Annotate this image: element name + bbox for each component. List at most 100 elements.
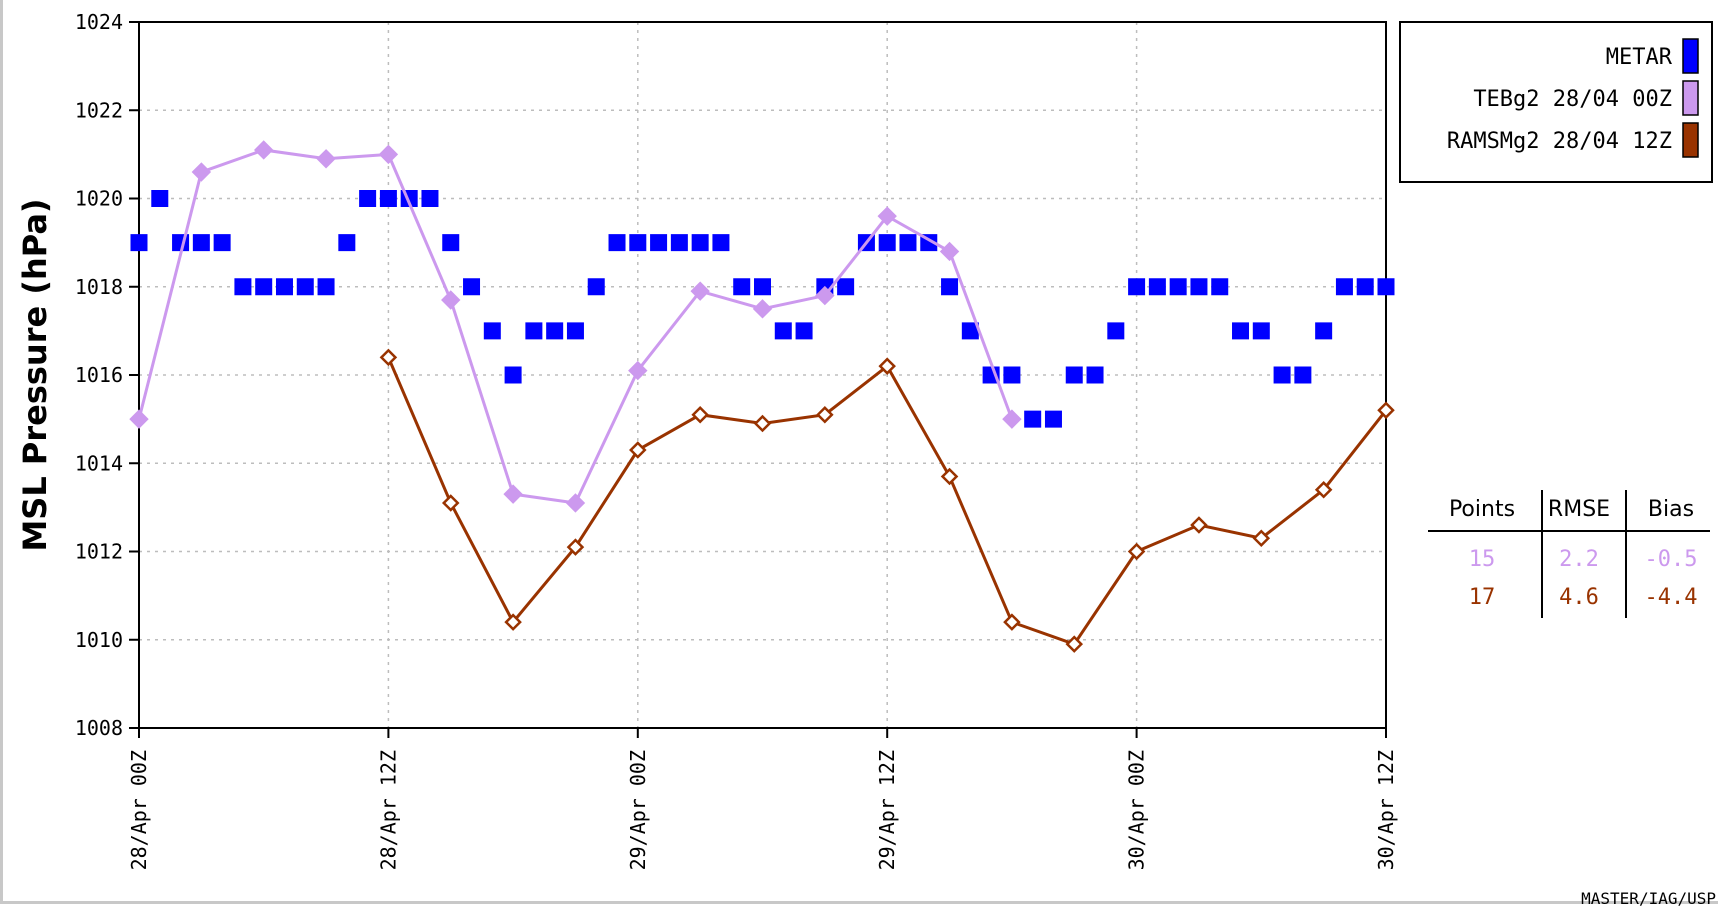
series-0 [130, 190, 1395, 428]
x-tick-label: 29/Apr 00Z [626, 750, 650, 870]
teb-point [1002, 409, 1022, 429]
metar-point [275, 278, 293, 296]
series-layer [129, 140, 1395, 653]
x-tick-label: 29/Apr 12Z [875, 750, 899, 870]
metar-point [192, 234, 210, 252]
rams-point [504, 613, 522, 631]
metar-point [359, 190, 377, 207]
metar-point [234, 278, 252, 296]
metar-point [442, 234, 460, 252]
x-tick-label: 28/Apr 12Z [376, 750, 400, 870]
series-1 [129, 140, 1022, 513]
metar-point [566, 322, 584, 340]
rams-point [379, 348, 398, 367]
legend-box [1399, 21, 1713, 183]
metar-point [712, 234, 730, 252]
metar-point [1211, 278, 1229, 296]
y-tick-label: 1024 [75, 10, 123, 34]
legend: METAR TEBg2 28/04 00Z RAMSMg2 28/04 12Z [1399, 21, 1713, 183]
metar-point [878, 234, 896, 252]
rams-point [940, 467, 959, 486]
stats-cell-bias: -4.4 [1645, 585, 1698, 610]
grid-layer [139, 22, 1386, 728]
metar-point [421, 190, 439, 207]
stats-cell-rmse: 2.2 [1559, 547, 1599, 572]
teb-point [690, 281, 710, 301]
metar-point [296, 278, 314, 296]
rams-point [1314, 480, 1333, 499]
teb-point [441, 290, 461, 310]
rams-point [1065, 635, 1084, 653]
stats-header: RMSE [1548, 497, 1610, 522]
metar-point [1232, 322, 1250, 340]
axes-layer: 1008 1010 1012 1014 1016 1018 1020 1022 1024 28/A… [16, 10, 1398, 870]
metar-point [691, 234, 709, 252]
metar-point [1086, 366, 1104, 384]
metar-point [130, 234, 148, 252]
x-tick-label: 30/Apr 00Z [1125, 750, 1149, 870]
metar-point [629, 234, 647, 252]
metar-point [255, 278, 273, 296]
metar-point [1273, 366, 1291, 384]
y-tick-label: 1012 [75, 540, 123, 564]
metar-point [1148, 278, 1166, 296]
teb-point [503, 484, 523, 504]
metar-point [961, 322, 979, 340]
rams-point [753, 414, 772, 433]
legend-swatch [1682, 38, 1699, 74]
rams-point [816, 405, 834, 424]
stats-table: Points RMSE Bias 15 2.2 -0.5 17 4.6 -4.4 [1428, 490, 1710, 618]
teb-point [877, 206, 897, 226]
x-tick-label: 30/Apr 12Z [1374, 750, 1398, 870]
y-tick-label: 1014 [75, 451, 123, 475]
rams-point [1377, 401, 1395, 420]
teb-point [253, 140, 274, 160]
rams-point [691, 405, 709, 424]
metar-point [1107, 322, 1125, 340]
metar-point [1377, 278, 1395, 296]
metar-point [1294, 366, 1312, 384]
stats-cell-points: 15 [1469, 547, 1496, 572]
credit-label: MASTER/IAG/USP [1581, 889, 1716, 908]
rams-point [878, 357, 896, 375]
rams-point [1252, 529, 1271, 548]
teb-point [628, 360, 648, 381]
teb-point [815, 285, 835, 306]
stats-cell-points: 17 [1469, 585, 1496, 610]
teb-point [129, 409, 149, 429]
rams-point [441, 494, 460, 512]
stats-cell-bias: -0.5 [1645, 547, 1698, 572]
metar-point [587, 278, 605, 296]
metar-point [1315, 322, 1333, 340]
metar-point [774, 322, 792, 340]
x-tick-label: 28/Apr 00Z [127, 750, 151, 870]
rams-point [1127, 542, 1146, 561]
metar-point [1335, 278, 1353, 296]
metar-point [1356, 278, 1374, 296]
rams-point [629, 441, 647, 459]
y-axis-label: MSL Pressure (hPa) [16, 198, 54, 551]
stats-cell-rmse: 4.6 [1559, 585, 1599, 610]
metar-point [837, 278, 855, 296]
metar-point [608, 234, 626, 252]
teb-point [752, 299, 773, 319]
y-tick-label: 1016 [75, 363, 123, 387]
metar-point [1252, 322, 1270, 340]
metar-point [754, 278, 771, 296]
metar-point [504, 366, 522, 384]
metar-point [483, 322, 501, 340]
series-2 [379, 348, 1395, 653]
legend-label: METAR [1606, 45, 1673, 70]
metar-point [899, 234, 917, 252]
stats-header: Points [1449, 497, 1515, 522]
metar-point [1169, 278, 1187, 296]
metar-point [213, 234, 231, 252]
metar-point [379, 190, 397, 207]
metar-point [650, 234, 668, 252]
metar-point [151, 190, 169, 207]
metar-point [317, 278, 335, 296]
y-tick-label: 1018 [75, 275, 123, 299]
metar-point [1003, 366, 1021, 384]
